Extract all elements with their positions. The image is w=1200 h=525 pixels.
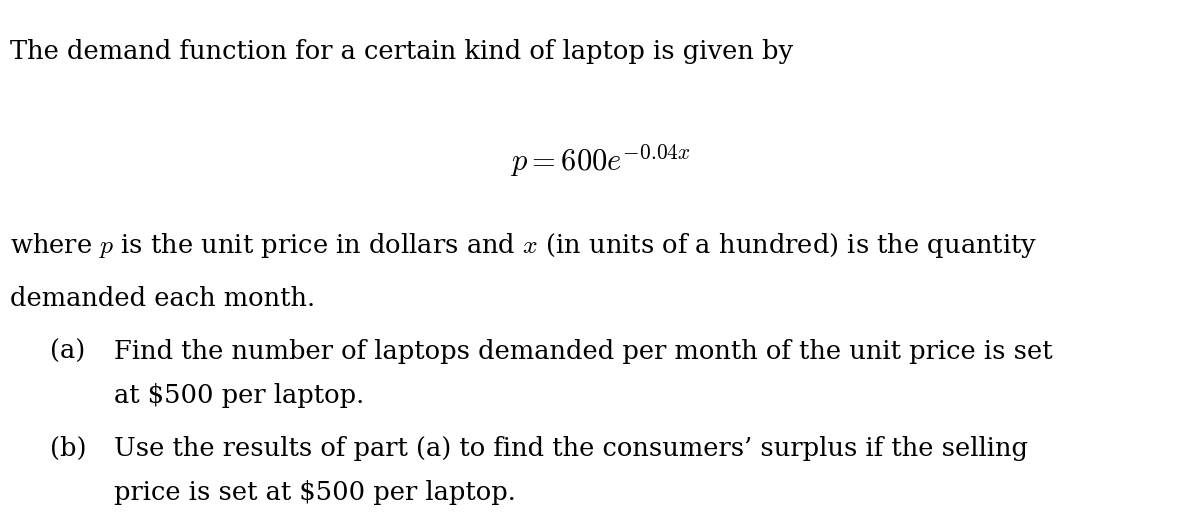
Text: Find the number of laptops demanded per month of the unit price is set: Find the number of laptops demanded per … <box>114 339 1052 364</box>
Text: (b): (b) <box>50 436 86 461</box>
Text: where $p$ is the unit price in dollars and $x$ (in units of a hundred) is the qu: where $p$ is the unit price in dollars a… <box>10 231 1037 260</box>
Text: Use the results of part (a) to find the consumers’ surplus if the selling: Use the results of part (a) to find the … <box>114 436 1028 461</box>
Text: at $500 per laptop.: at $500 per laptop. <box>114 383 365 408</box>
Text: $p = 600e^{-0.04x}$: $p = 600e^{-0.04x}$ <box>510 142 690 178</box>
Text: The demand function for a certain kind of laptop is given by: The demand function for a certain kind o… <box>10 39 793 65</box>
Text: price is set at $500 per laptop.: price is set at $500 per laptop. <box>114 480 516 506</box>
Text: demanded each month.: demanded each month. <box>10 286 314 311</box>
Text: (a): (a) <box>50 339 85 364</box>
